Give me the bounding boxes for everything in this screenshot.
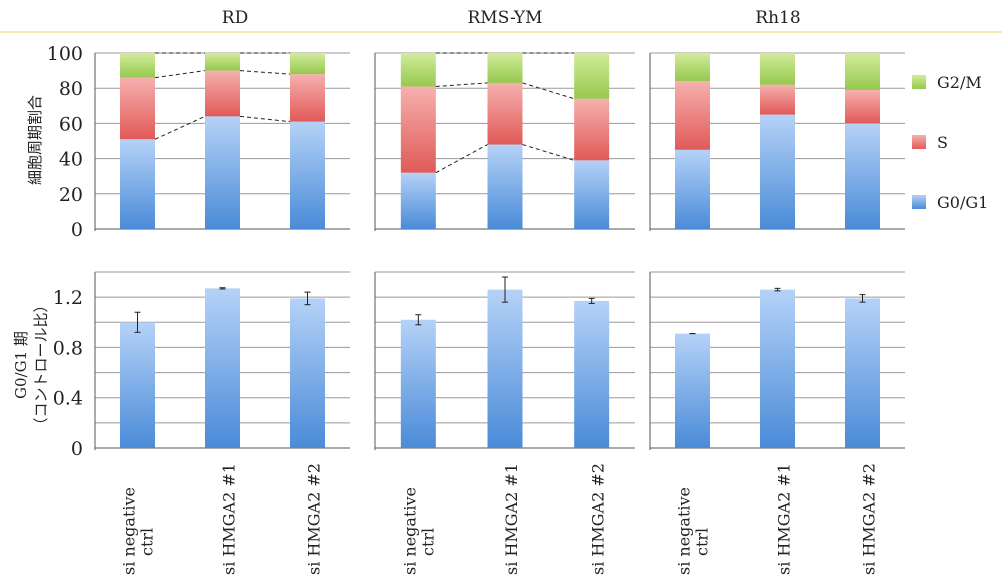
connector-line [522,82,575,100]
bar-segment-s [290,74,325,122]
bar-segment-g2m [845,53,880,90]
bar-segment-g0g1 [487,144,523,229]
connector-line [239,115,291,123]
bar [760,289,795,448]
category-label: si HMGA2 #2 [860,463,879,575]
bar [290,298,325,448]
category-label: si HMGA2 #1 [220,463,239,575]
bar-segment-s [845,89,880,124]
panel-title-rms-ym: RMS-YM [468,8,543,28]
y-tick-label: 40 [59,149,83,171]
connector-line [154,115,206,140]
legend-label-g0g1: G0/G1 [937,193,988,212]
bar-segment-g2m [760,53,795,85]
bar-segment-s [487,82,523,145]
bar-segment-s [760,84,795,115]
legend: G2/M S G0/G1 [912,73,988,212]
top-y-axis-label: 細胞周期割合 [26,95,44,185]
y-tick-label: 1.2 [53,287,83,309]
bar-segment-s [205,70,240,117]
connector-line [435,144,488,174]
bar-segment-g0g1 [845,123,880,229]
bar-segment-g0g1 [205,116,240,229]
bar-segment-g2m [487,53,523,83]
category-label: si HMGA2 #1 [775,463,794,575]
bottom-y-axis-label-line1: G0/G1 期 [12,331,30,399]
connector-line [154,70,206,79]
bar [675,333,710,448]
bottom-y-axis-label-line2: （コントロール比） [32,297,50,432]
bar-segment-g0g1 [400,172,436,229]
panel-title-rh18: Rh18 [755,8,800,28]
bar-segment-g2m [290,53,325,75]
bar-segment-g0g1 [120,139,155,229]
bar-segment-g2m [120,53,155,78]
y-tick-label: 100 [47,43,83,65]
category-label: si negative [675,487,694,575]
category-label: si HMGA2 #1 [502,463,521,575]
bar [400,319,436,448]
bar [487,289,523,448]
legend-swatch-g0g1 [912,195,926,209]
bar-segment-g0g1 [760,114,795,229]
legend-swatch-g2m [912,75,926,89]
category-label: ctrl [138,528,157,556]
bar-segment-g2m [205,53,240,71]
bar-segment-g2m [574,53,610,99]
y-tick-label: 0.8 [53,337,83,359]
category-label: si HMGA2 #2 [305,463,324,575]
bar-segment-s [675,81,710,150]
panel-title-rd: RD [222,8,248,28]
bar [205,288,240,448]
y-tick-label: 20 [59,184,83,206]
y-tick-label: 80 [59,78,83,100]
bar-segment-s [400,86,436,173]
category-label: ctrl [418,528,437,556]
legend-swatch-s [912,135,926,149]
category-label: si HMGA2 #2 [589,463,608,575]
category-label: si negative [120,487,139,575]
category-label: si negative [400,487,419,575]
bar [845,298,880,448]
bar-segment-g0g1 [675,149,710,229]
y-tick-label: 0 [71,219,83,241]
bar-segment-g0g1 [290,121,325,229]
bar-segment-s [574,98,610,161]
y-tick-label: 0 [71,438,83,460]
bar-segment-g2m [675,53,710,82]
y-tick-label: 60 [59,113,83,135]
bar-segment-s [120,77,155,140]
connector-line [239,70,291,75]
bar [574,300,610,448]
connector-line [435,82,488,87]
y-tick-label: 0.4 [53,388,83,410]
bar [120,322,155,448]
legend-label-s: S [937,133,948,152]
legend-label-g2m: G2/M [937,73,982,92]
category-label: ctrl [693,528,712,556]
bar-segment-g2m [400,53,436,87]
connector-line [522,144,575,161]
bar-segment-g0g1 [574,160,610,229]
